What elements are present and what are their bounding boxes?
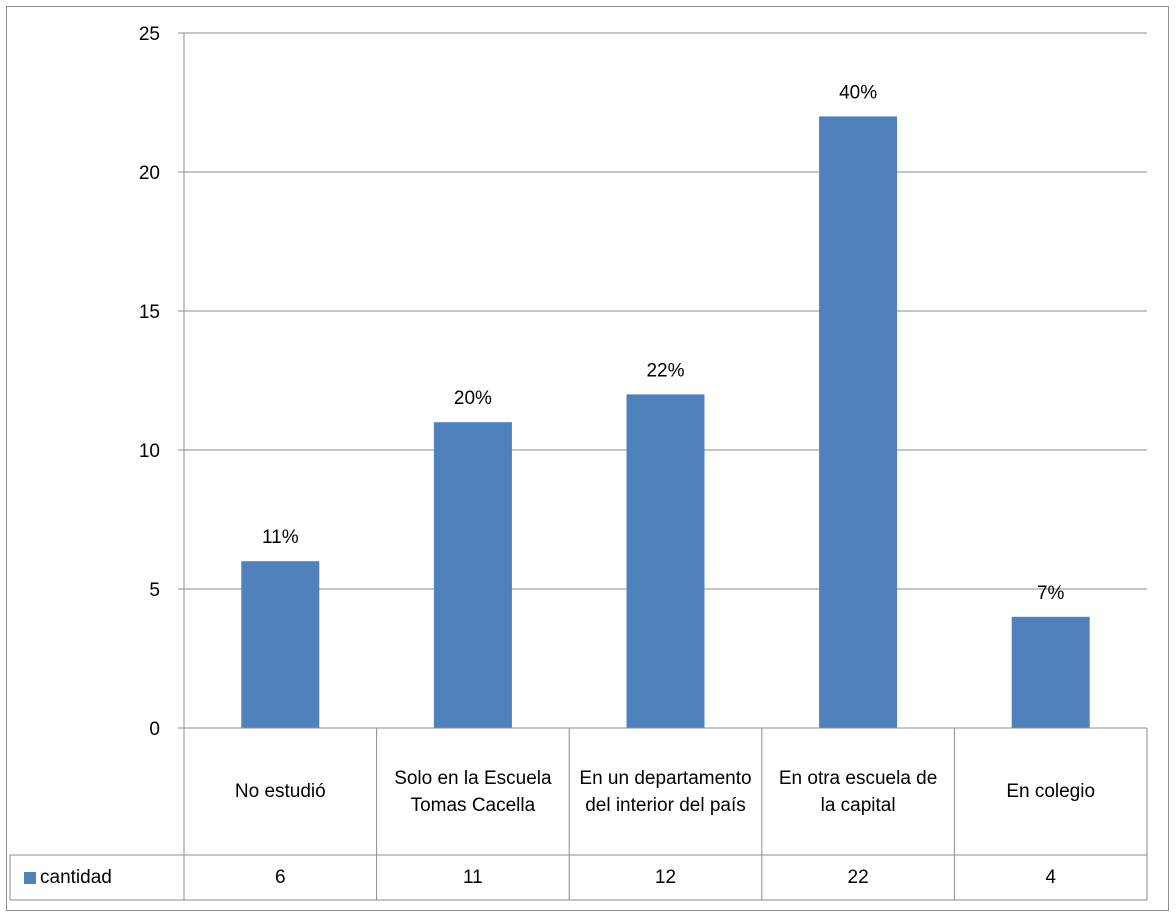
- data-table-lines: [9, 727, 1148, 901]
- axes: 0 5 10 15 20 25: [139, 24, 185, 900]
- y-tick-label: 20: [139, 163, 160, 184]
- table-value: 6: [275, 866, 286, 888]
- y-tick-label: 5: [149, 580, 160, 601]
- chart-frame: [6, 6, 1169, 911]
- y-tick-label: 15: [139, 302, 160, 323]
- data-label: 22%: [646, 360, 684, 381]
- y-tick-label: 10: [139, 441, 160, 462]
- bar: [433, 422, 512, 728]
- bar: [819, 116, 898, 728]
- table-value: 11: [463, 866, 483, 888]
- y-tick-label: 0: [149, 719, 160, 740]
- legend-swatch: [24, 871, 36, 884]
- category-label: En otra escuela de la capital: [778, 767, 938, 816]
- data-label: 11%: [262, 527, 299, 548]
- table-value: 12: [654, 866, 677, 888]
- bar: [241, 561, 320, 728]
- category-label: En un departamento del interior del país: [579, 767, 752, 816]
- table-value: 22: [847, 866, 869, 888]
- category-label: No estudió: [234, 781, 326, 802]
- bar: [1011, 616, 1090, 728]
- bar: [626, 394, 705, 728]
- data-labels: 11% 20% 22% 40% 7%: [262, 82, 1065, 603]
- category-label: Solo en la Escuela Tomas Cacella: [394, 767, 552, 816]
- table-value: 4: [1045, 866, 1056, 888]
- data-label: 40%: [839, 82, 877, 103]
- category-label: En colegio: [1006, 781, 1096, 802]
- bars: [241, 116, 1090, 728]
- y-tick-label: 25: [139, 24, 160, 45]
- data-label: 20%: [454, 388, 492, 409]
- legend-label: cantidad: [40, 866, 112, 888]
- data-label: 7%: [1037, 583, 1065, 604]
- legend-entry: cantidad: [10, 855, 184, 900]
